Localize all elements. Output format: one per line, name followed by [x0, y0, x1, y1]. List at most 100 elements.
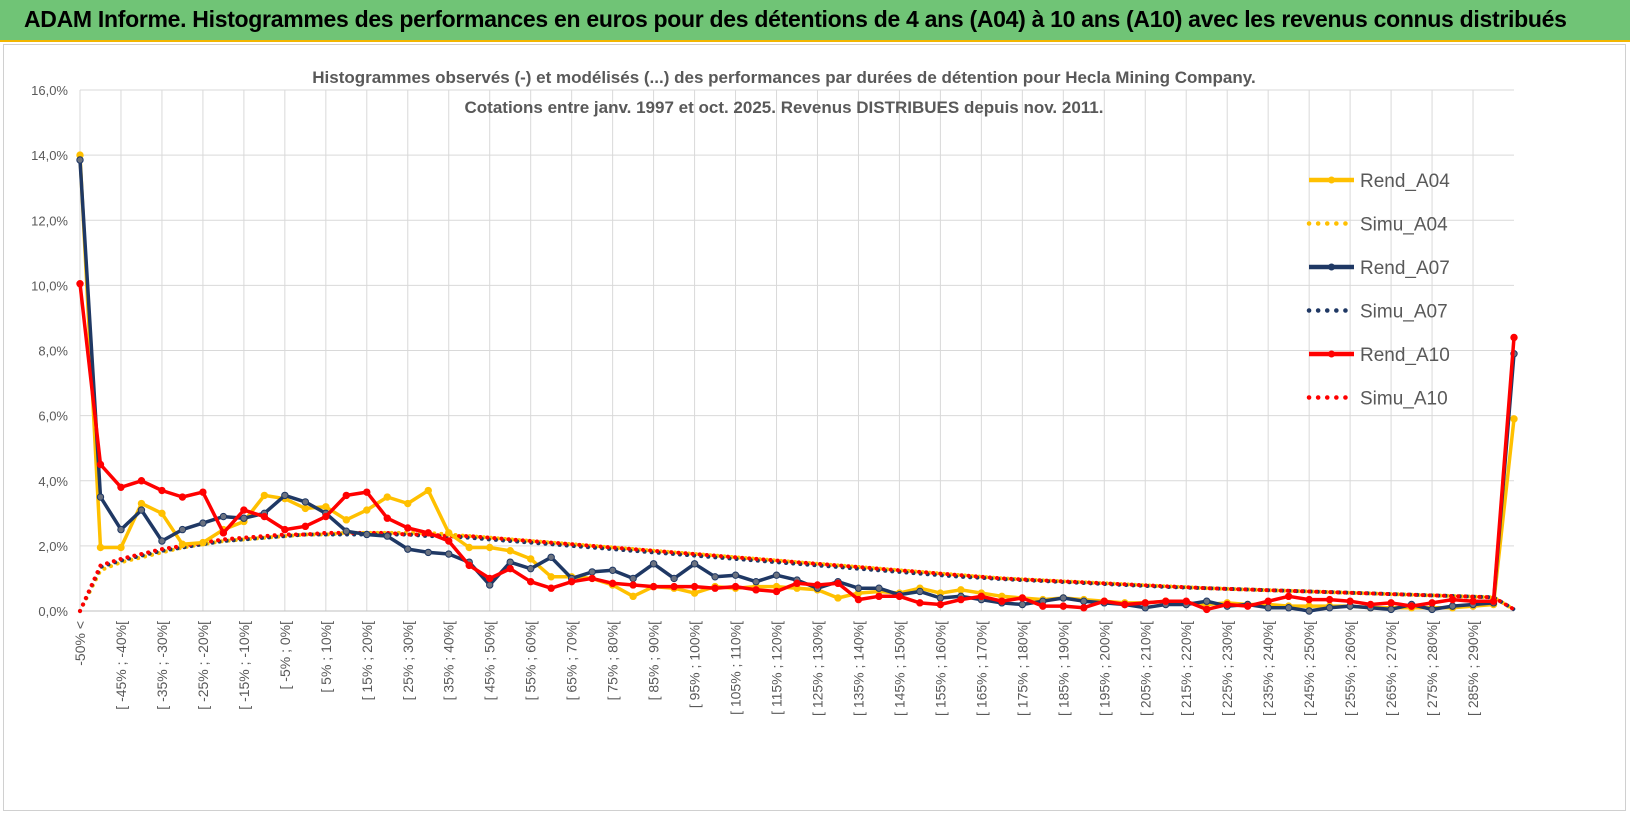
data-point [219, 512, 228, 521]
x-tick-label: [ -15% ; -10%[ [236, 621, 252, 710]
data-point [137, 499, 146, 508]
chart-title: Histogrammes observés (-) et modélisés (… [312, 68, 1255, 87]
legend-marker [1328, 176, 1335, 184]
data-point [137, 506, 146, 514]
data-point [486, 543, 494, 552]
data-point [547, 584, 555, 592]
data-point [752, 586, 760, 594]
data-point [1305, 607, 1313, 615]
data-point [1223, 600, 1231, 609]
data-point [526, 564, 535, 573]
data-point [1366, 600, 1375, 609]
x-tick-label: [ 235% ; 240%[ [1260, 621, 1276, 716]
y-tick-label: 14,0% [31, 148, 68, 163]
data-point [1264, 604, 1272, 612]
data-point [117, 543, 125, 552]
data-point [158, 509, 166, 518]
x-tick-label: [ 35% ; 40%[ [441, 621, 457, 700]
data-point [96, 460, 105, 469]
series-rend-a10 [76, 280, 1518, 614]
data-point [342, 491, 351, 500]
data-point [1121, 600, 1129, 609]
legend-item: Rend_A07 [1309, 258, 1450, 279]
data-point [1080, 604, 1088, 612]
x-tick-label: [ 65% ; 70%[ [564, 621, 580, 700]
data-point [301, 504, 310, 513]
data-point [916, 587, 924, 596]
legend-marker [1328, 350, 1335, 358]
data-point [76, 156, 84, 164]
data-point [96, 493, 105, 501]
data-point [1243, 602, 1252, 610]
legend-item: Rend_A04 [1309, 171, 1450, 192]
x-tick-label: [ 25% ; 30%[ [400, 621, 416, 700]
data-point [752, 577, 760, 586]
data-point [1039, 602, 1047, 610]
series-line [78, 530, 1516, 613]
x-tick-label: [ 225% ; 230%[ [1219, 621, 1235, 716]
legend-label: Simu_A07 [1360, 302, 1448, 323]
data-point [1162, 597, 1170, 605]
data-point [608, 579, 617, 588]
x-tick-label: [ -45% ; -40%[ [113, 621, 129, 710]
data-point [137, 477, 146, 485]
data-point [1182, 597, 1190, 605]
x-tick-label: [ 45% ; 50%[ [482, 621, 498, 700]
legend-marker [1328, 263, 1335, 271]
data-point [445, 550, 453, 558]
x-tick-label: [ -25% ; -20%[ [195, 621, 211, 710]
data-point [957, 586, 965, 594]
data-point [445, 529, 453, 537]
data-point [363, 488, 371, 496]
y-tick-label: 0,0% [38, 604, 68, 619]
line-chart: 0,0% 2,0% 4,0% 6,0% 8,0% 10,0% 12,0% 14,0% 16,0%… [31, 68, 1518, 716]
data-point [588, 574, 596, 583]
data-point [404, 524, 412, 532]
data-point [1018, 600, 1027, 609]
data-point [486, 581, 494, 589]
data-point [1284, 604, 1293, 612]
data-point [731, 571, 740, 579]
data-point [649, 582, 658, 591]
data-point [998, 597, 1006, 605]
data-point [936, 600, 945, 609]
legend-item: Simu_A07 [1306, 302, 1448, 323]
x-tick-label: [ 115% ; 120%[ [769, 621, 785, 715]
data-point [1203, 605, 1211, 614]
data-point [1325, 595, 1334, 604]
x-tick-label: [ 125% ; 130%[ [809, 621, 825, 716]
data-point [588, 568, 596, 576]
legend: Rend_A04 Simu_A04 Rend_A07 Simu_A07 Rend_A10… [1306, 171, 1450, 410]
legend-label: Rend_A04 [1360, 171, 1450, 192]
data-point [1469, 597, 1477, 605]
data-point [158, 537, 166, 545]
data-point [629, 592, 637, 601]
data-point [1510, 415, 1518, 423]
data-point [670, 582, 678, 591]
data-point [567, 577, 576, 586]
data-point [424, 529, 432, 537]
data-point [629, 574, 637, 583]
data-point [772, 571, 781, 579]
data-point [465, 561, 473, 570]
series-line [78, 283, 1516, 612]
data-point [322, 512, 330, 521]
data-point [711, 584, 719, 592]
x-tick-label: [ 205% ; 210%[ [1137, 621, 1153, 716]
data-point [1325, 604, 1334, 612]
y-tick-label: 4,0% [38, 474, 68, 489]
data-point [547, 573, 555, 581]
data-point [1203, 597, 1211, 605]
legend-label: Simu_A10 [1360, 389, 1448, 410]
x-tick-label: [ 175% ; 180%[ [1014, 621, 1030, 716]
data-point [1141, 599, 1149, 607]
title-banner: ADAM Informe. Histogrammes des performan… [0, 0, 1630, 42]
x-axis: -50% < [ -45% ; -40%[[ -35% ; -30%[[ -25%… [72, 621, 1481, 716]
data-point [96, 543, 105, 552]
legend-item: Simu_A04 [1306, 215, 1448, 236]
data-point [957, 595, 965, 604]
data-point [1264, 597, 1272, 605]
data-point [1100, 597, 1108, 605]
data-point [834, 594, 842, 602]
data-point [895, 592, 904, 601]
